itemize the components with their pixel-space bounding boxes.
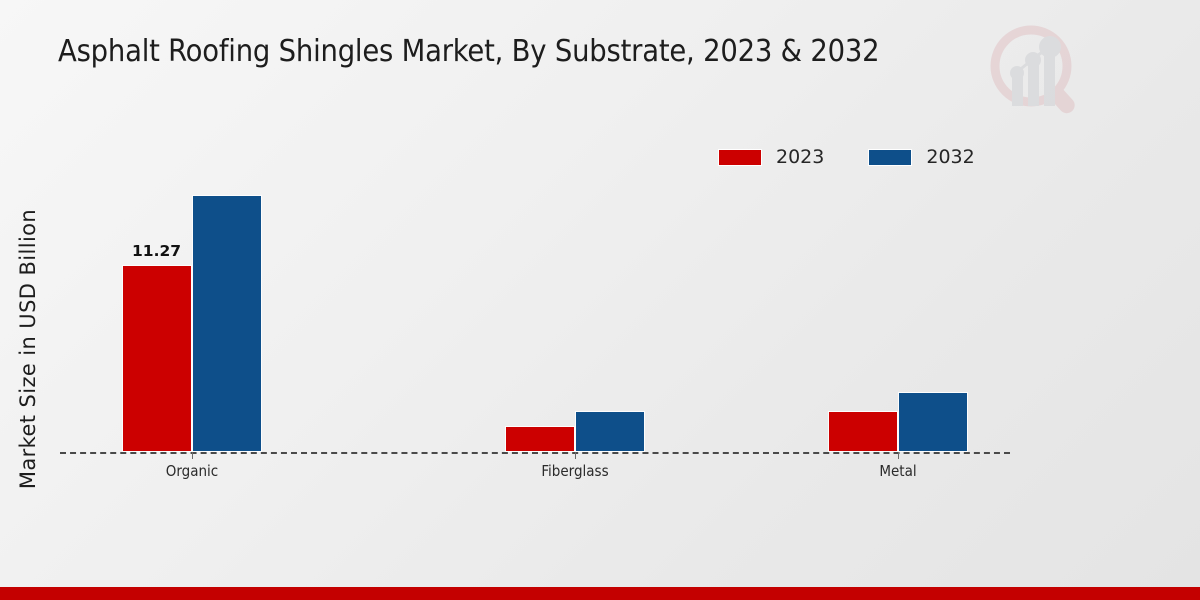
x-label-organic: Organic xyxy=(165,462,219,480)
footer-accent-bar xyxy=(0,587,1200,600)
bar-2023-fiberglass[interactable] xyxy=(505,426,575,452)
x-label-metal: Metal xyxy=(879,462,917,480)
bar-value-2023-organic: 11.27 xyxy=(132,242,182,261)
bar-2023-metal[interactable] xyxy=(828,410,898,452)
plot-area: 11.27 Organic Fiberglass Metal xyxy=(60,170,1010,480)
x-label-fiberglass: Fiberglass xyxy=(541,462,609,480)
chart-legend: 2023 2032 xyxy=(718,146,975,168)
bar-2032-metal[interactable] xyxy=(898,391,968,452)
x-tick-fiberglass xyxy=(575,452,576,459)
bar-2032-organic[interactable] xyxy=(192,194,262,452)
legend-swatch-2032 xyxy=(868,148,913,166)
legend-label-2032: 2032 xyxy=(926,146,975,168)
legend-label-2023: 2023 xyxy=(776,146,825,168)
x-axis-baseline xyxy=(60,452,1010,454)
legend-swatch-2023 xyxy=(718,148,762,166)
legend-item-2032[interactable]: 2032 xyxy=(868,146,975,168)
legend-item-2023[interactable]: 2023 xyxy=(718,146,824,168)
bar-2032-fiberglass[interactable] xyxy=(575,410,645,452)
chart-title: Asphalt Roofing Shingles Market, By Subs… xyxy=(58,34,880,69)
x-tick-metal xyxy=(898,452,899,459)
x-tick-organic xyxy=(192,452,193,459)
bar-2023-organic[interactable] xyxy=(122,265,192,452)
y-axis-title: Market Size in USD Billion xyxy=(16,208,40,490)
